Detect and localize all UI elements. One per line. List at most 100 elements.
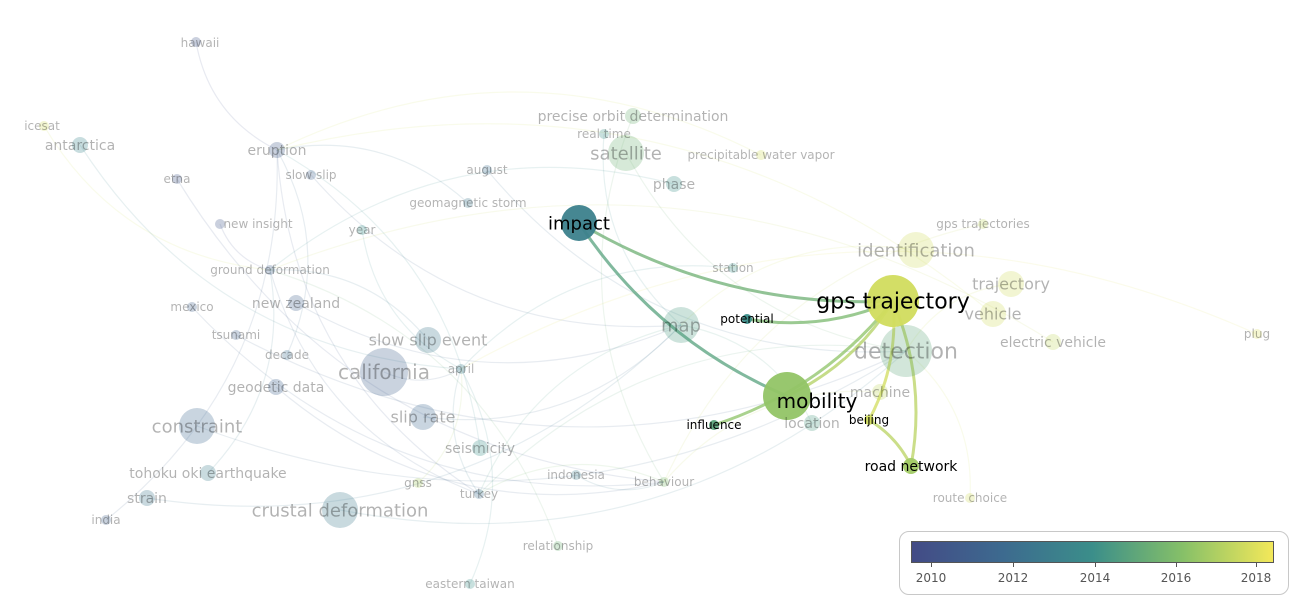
node-trajectory[interactable] — [998, 271, 1024, 297]
node-year[interactable] — [357, 225, 367, 235]
node-label-slip-rate[interactable]: slip rate — [391, 408, 456, 427]
node-label-slow-slip[interactable]: slow slip — [285, 168, 336, 182]
node-india[interactable] — [101, 515, 111, 525]
node-label-map[interactable]: map — [661, 315, 701, 336]
node-influence[interactable] — [709, 420, 719, 430]
node-strain[interactable] — [139, 490, 155, 506]
node-label-station[interactable]: station — [712, 261, 753, 275]
node-phase[interactable] — [666, 176, 682, 192]
node-crustal-deformation[interactable] — [322, 492, 358, 528]
node-label-gps-trajectories[interactable]: gps trajectories — [936, 217, 1030, 231]
node-slow-slip-event[interactable] — [415, 327, 441, 353]
node-april[interactable] — [456, 364, 466, 374]
node-label-antarctica[interactable]: antarctica — [45, 138, 115, 154]
node-label-machine[interactable]: machine — [850, 385, 910, 401]
node-label-geodetic-data[interactable]: geodetic data — [228, 380, 325, 396]
node-precipitable-water-vapor[interactable] — [756, 150, 766, 160]
node-label-california[interactable]: california — [338, 360, 430, 384]
node-label-strain[interactable]: strain — [127, 491, 167, 507]
node-ground-deformation[interactable] — [265, 265, 275, 275]
node-seismicity[interactable] — [472, 440, 488, 456]
node-identification[interactable] — [898, 232, 934, 268]
node-vehicle[interactable] — [980, 301, 1006, 327]
node-label-seismicity[interactable]: seismicity — [445, 441, 515, 457]
node-eastern-taiwan[interactable] — [465, 579, 475, 589]
node-label-satellite[interactable]: satellite — [590, 143, 662, 164]
node-indonesia[interactable] — [571, 470, 581, 480]
node-label-relationship[interactable]: relationship — [523, 539, 594, 553]
node-route-choice[interactable] — [965, 493, 975, 503]
node-new-insight[interactable] — [215, 219, 225, 229]
node-label-mobility[interactable]: mobility — [777, 389, 858, 413]
node-label-trajectory[interactable]: trajectory — [972, 275, 1050, 294]
node-detection[interactable] — [880, 325, 932, 377]
node-label-beijing[interactable]: beijing — [849, 413, 889, 427]
node-label-precise-orbit-determination[interactable]: precise orbit determination — [538, 109, 729, 125]
node-geodetic-data[interactable] — [268, 379, 284, 395]
node-constraint[interactable] — [179, 408, 215, 444]
node-label-slow-slip-event[interactable]: slow slip event — [369, 331, 488, 350]
node-label-precipitable-water-vapor[interactable]: precipitable water vapor — [687, 148, 834, 162]
node-map[interactable] — [663, 307, 699, 343]
node-label-gnss[interactable]: gnss — [404, 476, 432, 490]
node-label-location[interactable]: location — [784, 416, 840, 432]
node-machine[interactable] — [872, 384, 888, 400]
node-label-crustal-deformation[interactable]: crustal deformation — [252, 500, 429, 521]
node-label-april[interactable]: april — [448, 362, 475, 376]
node-gps-trajectories[interactable] — [978, 219, 988, 229]
node-label-phase[interactable]: phase — [653, 177, 695, 193]
node-turkey[interactable] — [474, 489, 484, 499]
node-label-identification[interactable]: identification — [857, 240, 975, 261]
node-impact[interactable] — [561, 205, 597, 241]
node-california[interactable] — [360, 348, 408, 396]
node-label-electric-vehicle[interactable]: electric vehicle — [1000, 335, 1106, 351]
node-mexico[interactable] — [187, 302, 197, 312]
node-slip-rate[interactable] — [410, 404, 436, 430]
node-label-route-choice[interactable]: route choice — [933, 491, 1007, 505]
node-gnss[interactable] — [413, 478, 423, 488]
node-eruption[interactable] — [269, 142, 285, 158]
node-gps-trajectory[interactable] — [867, 275, 919, 327]
node-road-network[interactable] — [903, 458, 919, 474]
node-label-august[interactable]: august — [466, 163, 507, 177]
node-label-geomagnetic-storm[interactable]: geomagnetic storm — [409, 196, 526, 210]
node-precise-orbit-determination[interactable] — [625, 108, 641, 124]
node-label-vehicle[interactable]: vehicle — [965, 305, 1022, 324]
node-decade[interactable] — [282, 350, 292, 360]
node-label-decade[interactable]: decade — [265, 348, 309, 362]
node-label-potential[interactable]: potential — [720, 312, 773, 326]
node-location[interactable] — [804, 415, 820, 431]
node-label-real-time[interactable]: real time — [577, 127, 631, 141]
node-label-ground-deformation[interactable]: ground deformation — [210, 263, 330, 277]
node-label-year[interactable]: year — [349, 223, 376, 237]
node-label-hawaii[interactable]: hawaii — [181, 36, 220, 50]
node-electric-vehicle[interactable] — [1045, 334, 1061, 350]
node-label-gps-trajectory[interactable]: gps trajectory — [816, 290, 969, 315]
node-label-eastern-taiwan[interactable]: eastern taiwan — [425, 577, 514, 591]
node-label-tohoku-oki-earthquake[interactable]: tohoku oki earthquake — [129, 466, 286, 482]
node-real-time[interactable] — [599, 129, 609, 139]
node-behaviour[interactable] — [659, 477, 669, 487]
node-label-detection[interactable]: detection — [854, 340, 958, 365]
node-new-zealand[interactable] — [288, 295, 304, 311]
node-august[interactable] — [482, 165, 492, 175]
node-label-indonesia[interactable]: indonesia — [547, 468, 605, 482]
node-tohoku-oki-earthquake[interactable] — [200, 465, 216, 481]
node-station[interactable] — [728, 263, 738, 273]
node-relationship[interactable] — [553, 541, 563, 551]
node-geomagnetic-storm[interactable] — [463, 198, 473, 208]
node-label-behaviour[interactable]: behaviour — [634, 475, 694, 489]
node-label-constraint[interactable]: constraint — [152, 416, 243, 437]
node-tsunami[interactable] — [231, 330, 241, 340]
node-mobility[interactable] — [763, 372, 811, 420]
node-plug[interactable] — [1252, 329, 1262, 339]
node-label-new-insight[interactable]: new insight — [223, 217, 292, 231]
node-label-india[interactable]: india — [91, 513, 120, 527]
node-beijing[interactable] — [864, 415, 874, 425]
node-label-new-zealand[interactable]: new zealand — [252, 296, 340, 312]
node-label-mexico[interactable]: mexico — [170, 300, 213, 314]
node-hawaii[interactable] — [191, 37, 201, 47]
node-label-icesat[interactable]: icesat — [24, 119, 60, 133]
node-antarctica[interactable] — [72, 137, 88, 153]
node-label-eruption[interactable]: eruption — [248, 143, 307, 159]
